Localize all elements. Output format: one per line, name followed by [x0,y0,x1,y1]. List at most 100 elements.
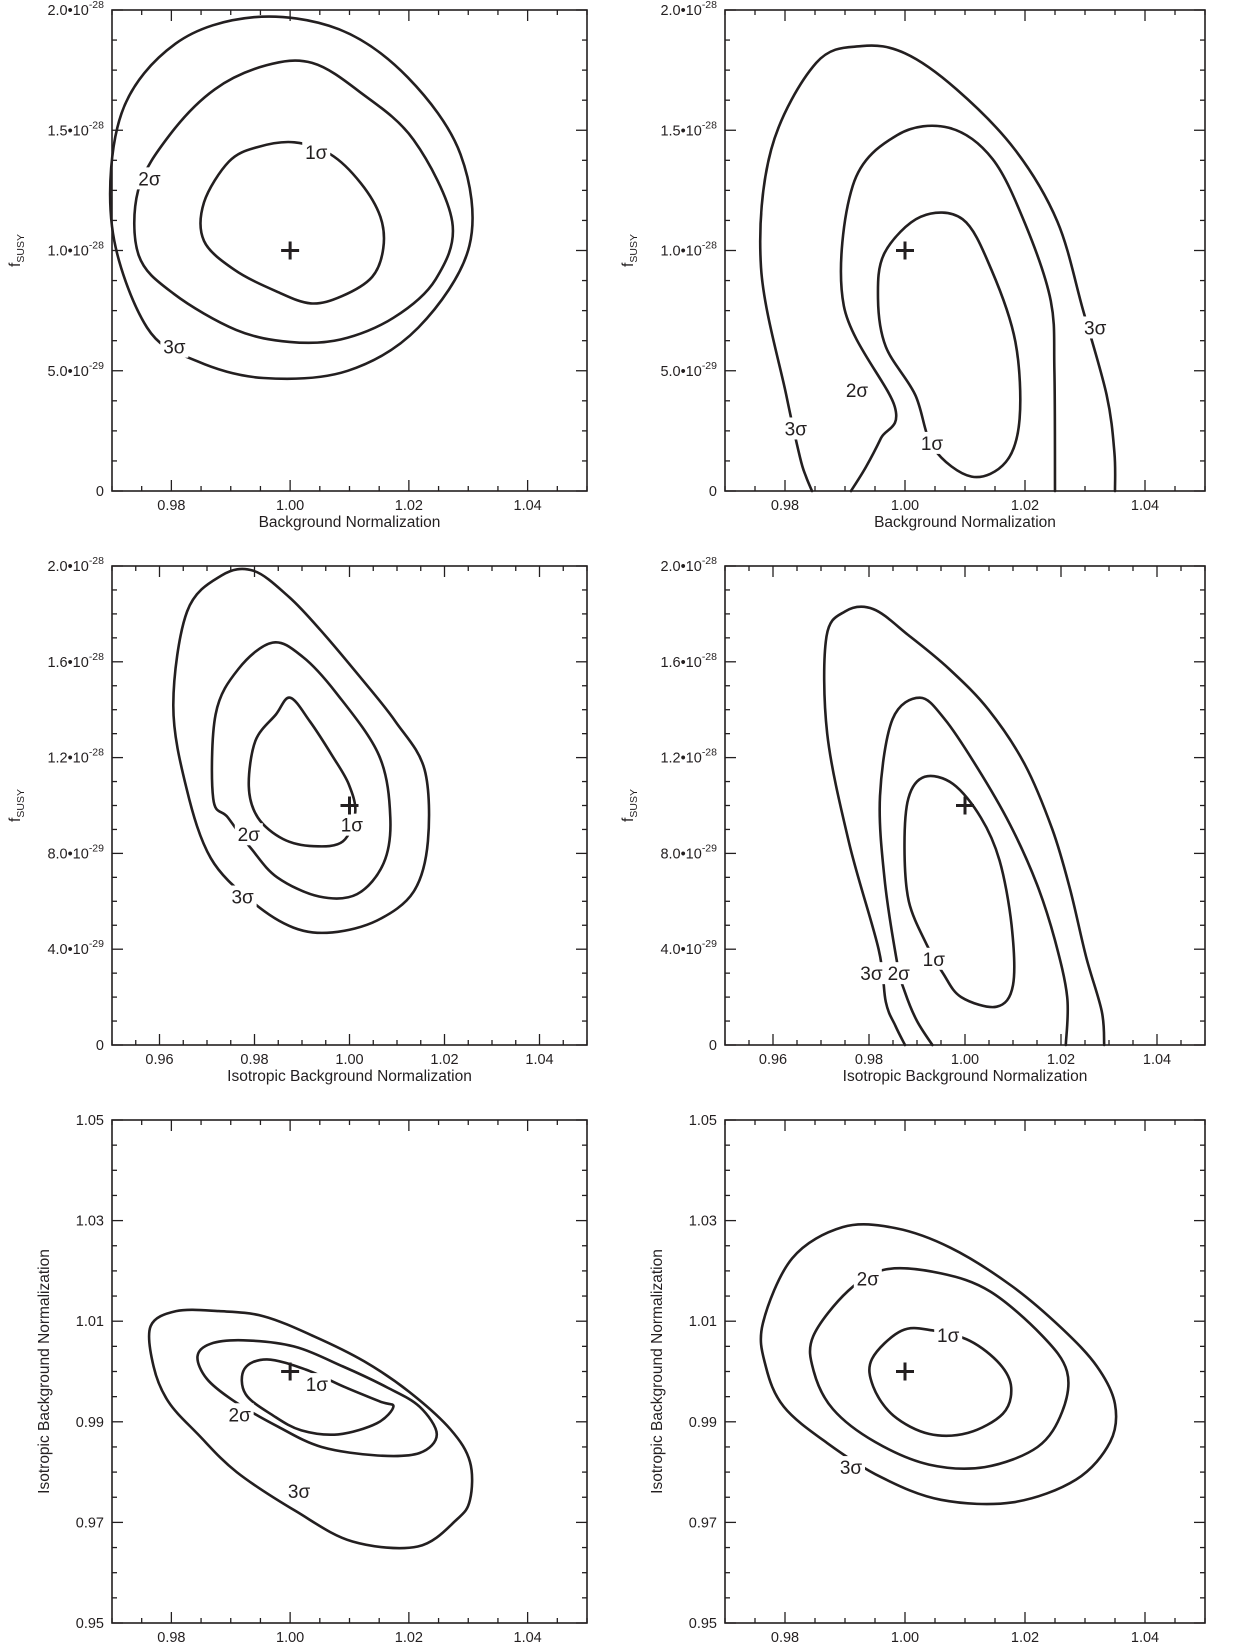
x-tick-label: 1.00 [891,498,919,514]
x-tick-label: 1.02 [1047,1052,1075,1068]
contour-label: 3σ [288,1482,311,1503]
contour-panel-3: 0.96 0.98 1.00 1.02 1.04 0 4.0•10-29 8.0•10-29 1… [7,555,588,1085]
contour-line-1sigma [247,696,357,848]
contour-line-3sigma [171,567,431,935]
y-tick-label: 1.2•10-28 [47,747,104,767]
x-tick-label: 0.98 [855,1052,883,1068]
contour-label-gap [225,1403,254,1426]
contour-line-2sigma [808,1266,1070,1470]
x-tick-label: 0.98 [157,1630,185,1646]
contour-label: 1σ [937,1326,960,1347]
contour-label: 3σ [231,888,254,909]
best-fit-marker [281,241,300,260]
y-tick-label: 4.0•10-29 [47,938,104,958]
contour-label: 1σ [923,950,946,971]
x-tick-label: 0.98 [771,498,799,514]
contour-label-gap [285,1480,314,1503]
contour-label: 3σ [163,338,186,359]
contour-label: 3σ [840,1458,863,1479]
y-axis-title: fSUSY [620,789,640,822]
x-tick-label: 1.04 [514,498,542,514]
x-axis-title: Isotropic Background Normalization [843,1068,1088,1085]
plot-frame [724,1119,1206,1624]
x-tick-label: 1.00 [891,1630,919,1646]
contour-line-2sigma [210,641,392,900]
x-tick-label: 1.02 [1011,1630,1039,1646]
contour-label-gap [843,378,871,401]
y-tick-label: 2.0•10-28 [47,555,104,575]
contour-line-2sigma [196,1338,439,1458]
contour-label: 2σ [846,381,869,402]
x-tick-label: 1.04 [1143,1052,1171,1068]
contour-line-2sigma [133,59,455,345]
contour-line-3sigma [147,1308,474,1550]
y-tick-label: 1.05 [76,1113,104,1129]
y-tick-label: 0.97 [76,1515,104,1531]
contour-label: 1σ [306,1375,329,1396]
best-fit-marker [281,1362,300,1381]
y-tick-label: 0.99 [689,1415,717,1431]
y-tick-label: 0 [709,484,717,500]
y-tick-label: 1.2•10-28 [660,747,717,767]
contour-line-1sigma [868,1326,1013,1437]
x-tick-label: 1.04 [525,1052,553,1068]
x-axis-title: Background Normalization [874,514,1056,531]
contour-panel-4: 0.96 0.98 1.00 1.02 1.04 0 4.0•10-29 8.0•10-29 1… [620,555,1206,1085]
contour-panel-6: 0.98 1.00 1.02 1.04 0.95 0.97 0.99 1.01 1.03 1.05… [649,1113,1206,1647]
y-tick-label: 2.0•10-28 [660,555,717,575]
x-axis-title: Background Normalization [259,514,441,531]
x-tick-label: 0.98 [771,1630,799,1646]
y-tick-label: 5.0•10-29 [47,360,104,380]
plot-frame [111,1119,588,1624]
x-tick-label: 1.00 [276,498,304,514]
best-fit-marker [340,796,359,815]
contour-label-gap [781,417,810,440]
y-tick-label: 1.0•10-28 [47,240,104,260]
x-axis-title: Isotropic Background Normalization [227,1068,472,1085]
x-tick-label: 1.02 [430,1052,458,1068]
y-tick-label: 0 [709,1038,717,1054]
contour-label-gap [160,335,189,358]
contour-label-gap [918,431,946,454]
contour-line-1sigma [240,1358,395,1436]
contour-line-1sigma [199,140,386,305]
contour-label-gap [919,947,948,970]
x-tick-label: 0.96 [759,1052,787,1068]
contour-label: 2σ [888,964,911,985]
x-tick-label: 1.02 [1011,498,1039,514]
x-tick-label: 1.02 [395,498,423,514]
contour-label: 1σ [921,434,944,455]
y-tick-label: 1.6•10-28 [47,651,104,671]
y-tick-label: 8.0•10-29 [660,842,717,862]
y-tick-label: 1.01 [689,1314,717,1330]
y-tick-label: 1.0•10-28 [660,240,717,260]
contour-label-gap [302,1373,331,1396]
contour-label-gap [1081,316,1110,339]
contour-label: 2σ [229,1405,252,1426]
best-fit-marker [896,1362,914,1381]
contour-label: 2σ [138,169,161,190]
contour-line-3sigma [822,605,1106,1047]
x-tick-label: 1.04 [1131,1630,1159,1646]
contour-line-1sigma [876,211,1022,479]
contour-line-3sigma [758,44,1117,493]
contour-label-gap [837,1456,865,1479]
y-tick-label: 8.0•10-29 [47,842,104,862]
y-tick-label: 0.97 [689,1515,717,1531]
y-tick-label: 1.03 [76,1214,104,1230]
contour-panel-2: 0.98 1.00 1.02 1.04 0 5.0•10-29 1.0•10-28 1.5•1… [620,0,1206,531]
x-tick-label: 0.96 [145,1052,173,1068]
y-axis-title: fSUSY [7,789,27,822]
contour-panel-1: 0.98 1.00 1.02 1.04 0 5.0•10-29 1.0•10-28 1.5•1… [7,0,588,531]
contour-label: 3σ [785,419,808,440]
contour-label-gap [857,962,886,985]
contour-label: 3σ [1084,318,1107,339]
x-tick-label: 1.00 [335,1052,363,1068]
y-axis-title: fSUSY [7,234,27,267]
contour-label-gap [337,813,366,836]
contour-label-gap [228,885,257,908]
y-tick-label: 4.0•10-29 [660,938,717,958]
contour-label-gap [934,1323,963,1346]
y-tick-label: 0 [96,484,104,500]
